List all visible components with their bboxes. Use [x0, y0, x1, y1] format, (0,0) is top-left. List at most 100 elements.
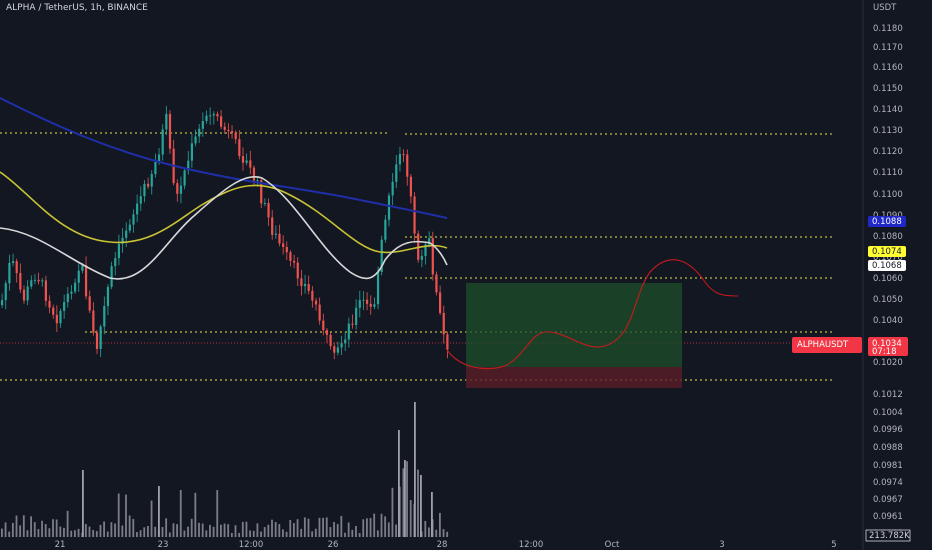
candle[interactable] — [282, 243, 285, 247]
candle[interactable] — [99, 326, 102, 349]
symbol-tag[interactable] — [792, 337, 862, 353]
candle[interactable] — [311, 290, 314, 301]
candle[interactable] — [420, 256, 423, 260]
projection-curve[interactable] — [446, 259, 739, 370]
candle[interactable] — [234, 132, 237, 140]
candle[interactable] — [165, 113, 168, 130]
candle[interactable] — [205, 115, 208, 122]
candle[interactable] — [22, 289, 26, 301]
candle[interactable] — [63, 302, 66, 311]
candle[interactable] — [252, 167, 256, 181]
candle[interactable] — [183, 170, 186, 186]
candle[interactable] — [161, 129, 164, 155]
candle[interactable] — [351, 323, 354, 325]
candle[interactable] — [439, 292, 442, 313]
candle[interactable] — [66, 293, 69, 303]
candle[interactable] — [300, 278, 303, 287]
candle[interactable] — [409, 176, 412, 197]
price-tag[interactable] — [868, 260, 906, 271]
candle[interactable] — [347, 323, 350, 340]
candle[interactable] — [413, 196, 416, 234]
candle[interactable] — [150, 174, 153, 187]
candle[interactable] — [187, 160, 190, 171]
candle[interactable] — [245, 160, 248, 163]
candle[interactable] — [362, 299, 365, 301]
candle[interactable] — [1, 300, 4, 305]
candle[interactable] — [325, 330, 329, 335]
candle[interactable] — [358, 300, 361, 308]
candle[interactable] — [92, 310, 95, 333]
candle[interactable] — [19, 273, 22, 290]
candle[interactable] — [194, 136, 197, 144]
candle[interactable] — [391, 181, 394, 196]
candle[interactable] — [223, 126, 226, 130]
current-price-tag[interactable] — [868, 337, 908, 356]
candle[interactable] — [446, 334, 449, 350]
candle[interactable] — [4, 283, 7, 301]
candle[interactable] — [179, 185, 183, 194]
candle[interactable] — [293, 260, 296, 263]
candle[interactable] — [52, 307, 55, 315]
price-tag[interactable] — [868, 216, 906, 227]
candle[interactable] — [344, 339, 347, 344]
candle[interactable] — [136, 203, 139, 215]
candle[interactable] — [132, 214, 135, 225]
candle[interactable] — [11, 261, 15, 263]
candle[interactable] — [212, 113, 215, 116]
candle[interactable] — [125, 230, 128, 238]
candle[interactable] — [37, 279, 40, 282]
candle[interactable] — [88, 296, 91, 311]
candle[interactable] — [59, 310, 62, 324]
candle[interactable] — [303, 284, 307, 287]
candle[interactable] — [366, 299, 369, 304]
candle[interactable] — [256, 180, 259, 182]
candle[interactable] — [402, 154, 405, 156]
candle[interactable] — [442, 312, 445, 335]
candle[interactable] — [209, 115, 212, 117]
candle[interactable] — [380, 239, 383, 272]
symbol-title[interactable]: ALPHA / TetherUS, 1h, BINANCE — [6, 3, 148, 13]
candle[interactable] — [329, 334, 332, 347]
candle[interactable] — [103, 305, 106, 327]
candle[interactable] — [428, 238, 431, 245]
candle[interactable] — [278, 233, 281, 244]
candle[interactable] — [398, 154, 402, 165]
candle[interactable] — [274, 233, 277, 235]
candle[interactable] — [314, 300, 318, 305]
candle[interactable] — [106, 286, 110, 306]
volume-tag[interactable] — [865, 529, 911, 542]
candle[interactable] — [285, 246, 288, 253]
candle[interactable] — [373, 304, 376, 307]
candle[interactable] — [201, 121, 204, 129]
candle[interactable] — [117, 243, 120, 259]
price-tag[interactable] — [868, 246, 906, 257]
candle[interactable] — [238, 139, 241, 157]
candle[interactable] — [128, 224, 131, 231]
candle[interactable] — [318, 304, 321, 321]
candle[interactable] — [55, 314, 58, 324]
candle[interactable] — [333, 346, 336, 353]
candle[interactable] — [110, 266, 113, 287]
candle[interactable] — [176, 183, 179, 194]
candle[interactable] — [289, 252, 292, 261]
candle[interactable] — [355, 307, 358, 325]
candle[interactable] — [384, 219, 387, 240]
position-profit-zone[interactable] — [466, 283, 682, 367]
candle[interactable] — [168, 113, 172, 149]
candle[interactable] — [406, 154, 409, 177]
candle[interactable] — [198, 128, 201, 137]
candle[interactable] — [139, 196, 142, 204]
candle[interactable] — [227, 129, 230, 132]
candle[interactable] — [376, 271, 380, 305]
candle[interactable] — [395, 164, 398, 182]
candle[interactable] — [33, 279, 37, 281]
candle[interactable] — [15, 261, 18, 274]
candle[interactable] — [77, 270, 80, 283]
candle[interactable] — [424, 244, 427, 257]
candle[interactable] — [249, 160, 252, 168]
candle[interactable] — [307, 284, 310, 291]
candle[interactable] — [220, 116, 223, 127]
candle[interactable] — [154, 162, 157, 175]
candle[interactable] — [230, 131, 234, 133]
